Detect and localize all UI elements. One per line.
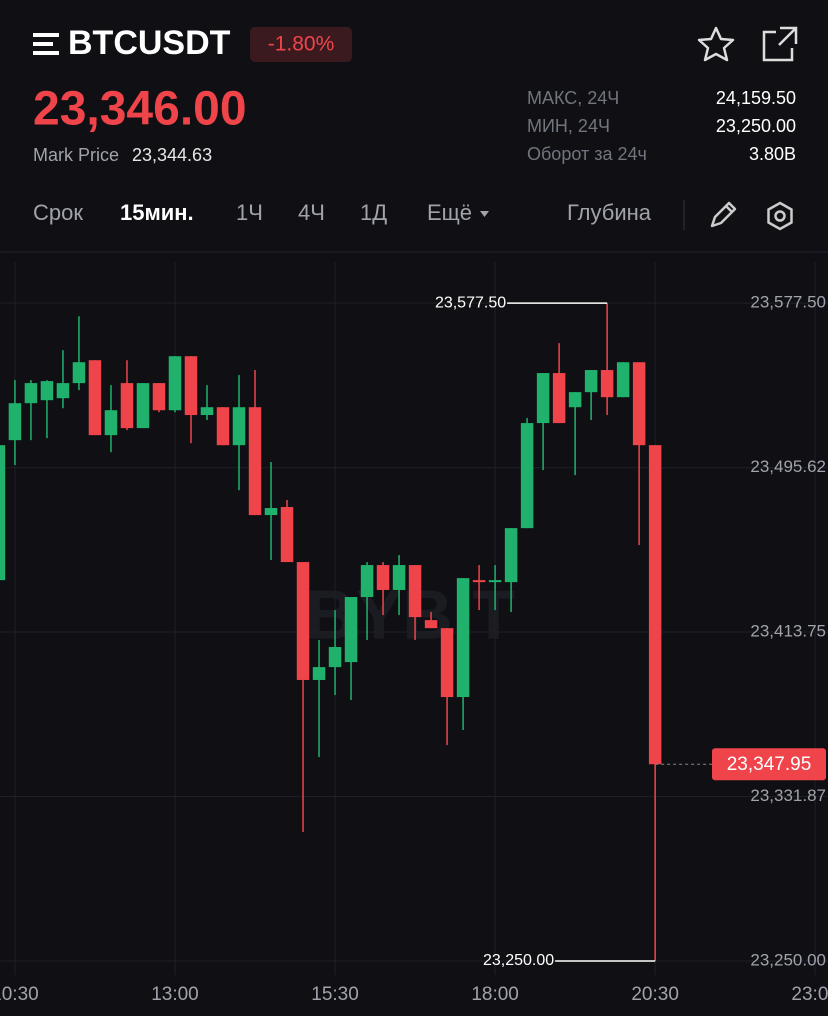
candle-body [248, 407, 262, 516]
share-icon[interactable] [762, 26, 798, 62]
min-marker-label: 23,250.00 [483, 952, 554, 969]
y-tick-label: 23,577.50 [750, 293, 826, 312]
stat-value: 3.80B [749, 144, 796, 164]
y-tick-label: 23,413.75 [750, 622, 826, 641]
last-price: 23,346.00 [33, 83, 247, 136]
candle-body [488, 580, 502, 583]
candle-body [376, 565, 390, 590]
candle-body [520, 423, 534, 529]
x-tick-label: 23:00 [791, 984, 828, 1005]
candle-body [200, 407, 214, 416]
y-tick-label: 23,495.62 [750, 457, 826, 476]
mark-price-label: Mark Price [33, 145, 119, 165]
change-badge [250, 27, 352, 62]
x-tick-label: 18:00 [471, 984, 519, 1005]
candle-body [152, 383, 166, 411]
x-tick-label: 10:30 [0, 984, 39, 1005]
candle-body [104, 410, 118, 436]
x-tick-label: 13:00 [151, 984, 199, 1005]
candle-body [504, 528, 518, 583]
candle-body [456, 578, 470, 698]
candle-body [632, 362, 646, 446]
stat-value: 24,159.50 [716, 88, 796, 108]
stat-label: МАКС, 24Ч [527, 88, 619, 108]
candle-body [472, 580, 486, 583]
x-tick-label: 20:30 [631, 984, 679, 1005]
max-marker-label: 23,577.50 [435, 294, 506, 311]
candle-body [440, 628, 454, 698]
y-tick-label: 23,250.00 [750, 950, 826, 969]
candle-body [40, 381, 54, 401]
last-price-badge [712, 748, 826, 781]
candle-body [24, 383, 38, 404]
tab[interactable]: 1Ч [236, 200, 263, 225]
candle-body [88, 360, 102, 436]
candle-body [264, 508, 278, 516]
candle-body [0, 445, 6, 581]
change: -1.80% [268, 33, 335, 56]
candle-body [616, 362, 630, 398]
symbol[interactable]: BTCUSDT [68, 24, 231, 62]
candle-body [328, 647, 342, 668]
candle-body [184, 356, 198, 416]
dropdown-arrow [480, 211, 489, 217]
candle-body [648, 445, 662, 765]
tab[interactable]: Ещё [427, 200, 472, 225]
candle-body [168, 356, 182, 411]
depth-tab[interactable]: Глубина [567, 200, 652, 225]
stat-value: 23,250.00 [716, 116, 796, 136]
candle-body [296, 562, 310, 680]
stat-label: МИН, 24Ч [527, 116, 610, 136]
candle-body [72, 362, 86, 384]
settings-icon[interactable] [767, 201, 793, 231]
mark-price: 23,344.63 [132, 145, 212, 165]
candle-body [568, 392, 582, 408]
tab[interactable]: 1Д [360, 200, 387, 225]
last-price-label: 23,347.95 [727, 754, 812, 775]
candle-body [344, 597, 358, 663]
menu-icon[interactable] [33, 33, 59, 55]
candle-body [120, 383, 134, 429]
y-tick-label: 23,331.87 [750, 786, 826, 805]
candle-body [536, 373, 550, 424]
candle-body [408, 565, 422, 618]
x-tick-label: 15:30 [311, 984, 359, 1005]
tab-active[interactable]: 15мин. [120, 200, 194, 225]
candle-body [600, 370, 614, 398]
candle-body [136, 383, 150, 429]
candle-body [8, 403, 22, 441]
candle-body [56, 383, 70, 399]
candle-body [360, 565, 374, 598]
candle-body [424, 620, 438, 629]
draw-icon[interactable] [710, 201, 737, 228]
candle-body [232, 407, 246, 446]
favorite-icon[interactable] [697, 26, 735, 62]
candle-body [552, 373, 566, 424]
chart: BYBIT10:3013:0015:3018:0020:3023:0023,57… [0, 262, 828, 1005]
tab[interactable]: 4Ч [298, 200, 325, 225]
candle-body [392, 565, 406, 590]
stat-label: Оборот за 24ч [527, 144, 647, 164]
candle-body [584, 370, 598, 393]
tab[interactable]: Срок [33, 200, 83, 225]
candle-body [312, 667, 326, 680]
candle-body [280, 507, 294, 563]
candle-body [216, 407, 230, 446]
